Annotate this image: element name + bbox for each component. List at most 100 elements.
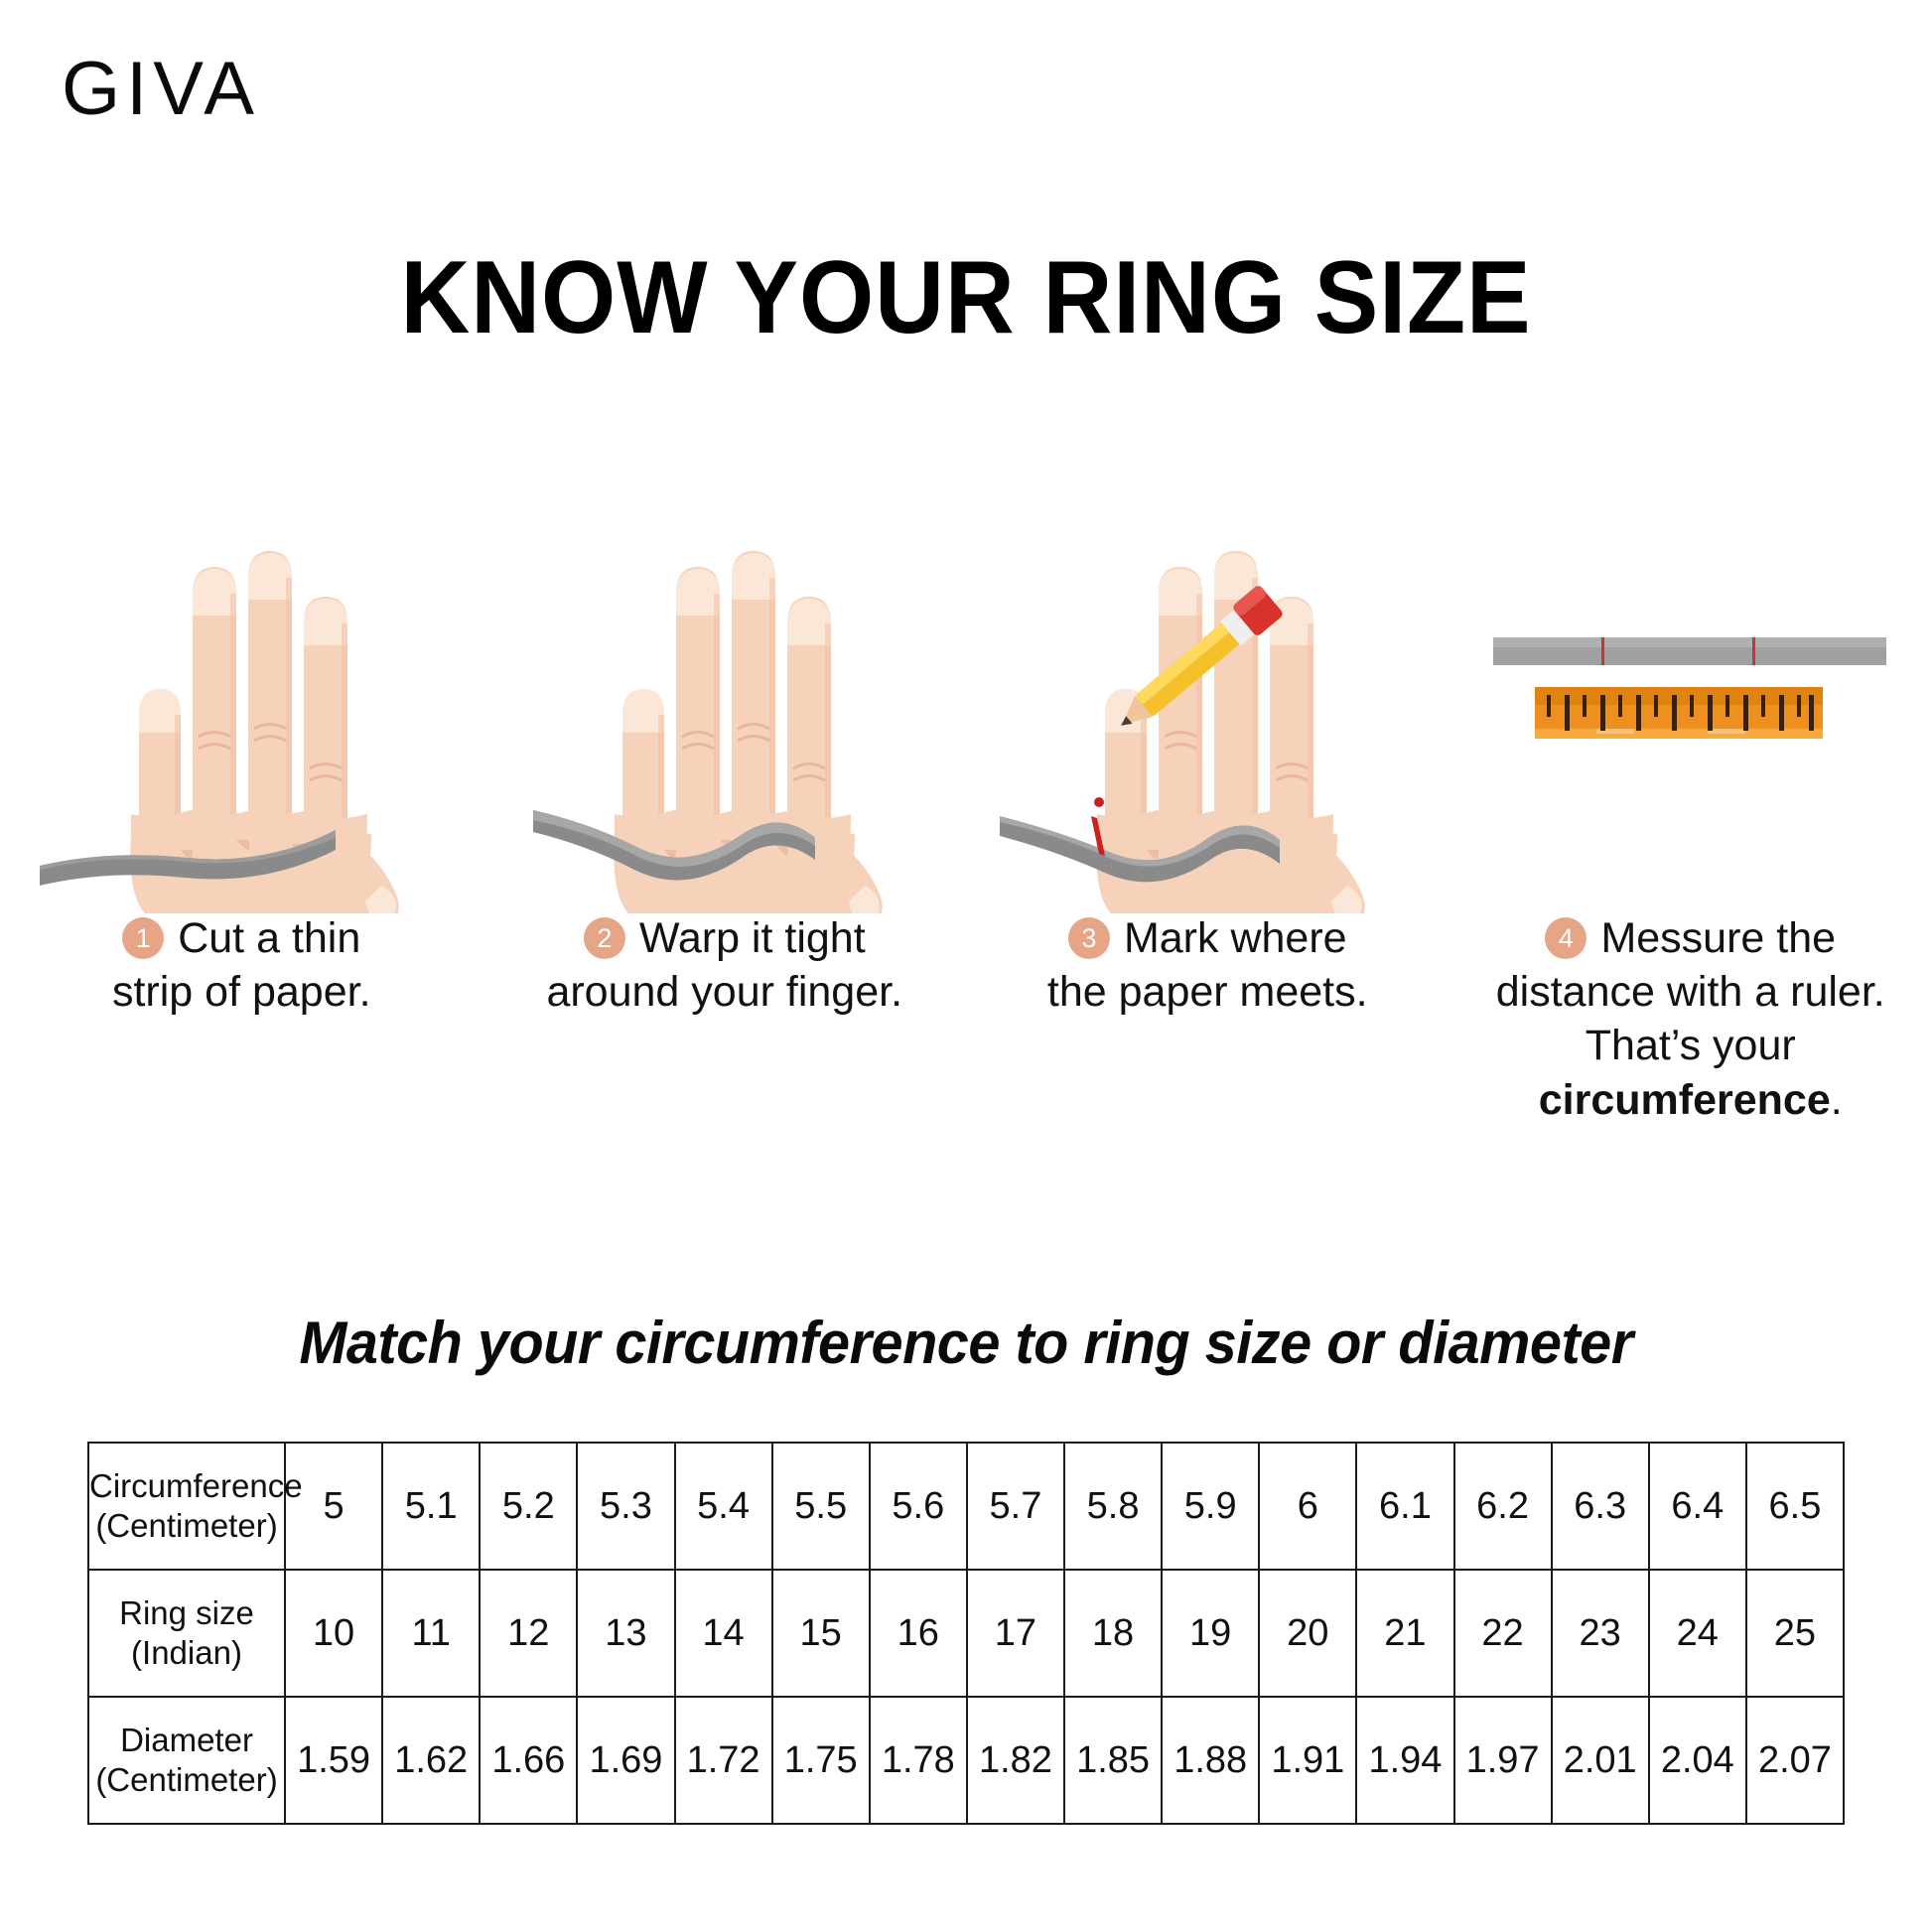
table-cell: 15 bbox=[770, 1569, 871, 1698]
step-4-badge: 4 bbox=[1545, 917, 1587, 959]
table-cell: 6.5 bbox=[1744, 1442, 1846, 1571]
step-2-badge: 2 bbox=[583, 917, 625, 959]
table-cell: 6.4 bbox=[1647, 1442, 1747, 1571]
table-cell: 21 bbox=[1355, 1569, 1455, 1698]
table-cell: 6.1 bbox=[1355, 1442, 1455, 1571]
table-cell: 5.5 bbox=[770, 1442, 871, 1571]
step-4: 4 Messure the distance with a ruler. That… bbox=[1449, 516, 1932, 1152]
table-cell: 2.07 bbox=[1744, 1696, 1846, 1825]
step-3-caption: 3 Mark where the paper meets. bbox=[966, 911, 1449, 1019]
table-row: Circumference (Centimeter) 5 5.1 5.2 5.3 5.4 5.… bbox=[87, 1442, 1846, 1571]
table-cell: 1.97 bbox=[1452, 1696, 1553, 1825]
ruler-icon bbox=[1534, 687, 1823, 739]
step-4-line3-emphasis: circumference bbox=[1538, 1075, 1831, 1124]
table-cell: 24 bbox=[1647, 1569, 1747, 1698]
hand-with-pencil-icon bbox=[1000, 551, 1365, 913]
step-1-illustration bbox=[0, 516, 483, 913]
row-label-line1: Ring size bbox=[119, 1594, 254, 1632]
size-table-container: Circumference (Centimeter) 5 5.1 5.2 5.3 5.4 5.… bbox=[87, 1442, 1846, 1825]
hand-wrapping-strip-icon bbox=[532, 551, 883, 913]
brand-logo: GIVA bbox=[62, 47, 260, 131]
step-3-line2: the paper meets. bbox=[1046, 968, 1368, 1017]
step-1-line1: Cut a thin bbox=[178, 914, 361, 962]
table-row: Diameter (Centimeter) 1.59 1.62 1.66 1.69 1.72… bbox=[87, 1696, 1846, 1825]
step-4-line3: That’s your circumference. bbox=[1463, 1019, 1919, 1126]
table-cell: 1.82 bbox=[965, 1696, 1066, 1825]
table-cell: 20 bbox=[1258, 1569, 1358, 1698]
table-cell: 11 bbox=[381, 1569, 482, 1698]
table-cell: 14 bbox=[673, 1569, 773, 1698]
table-row: Ring size (Indian) 10 11 12 13 14 15 16 17 18 19 20 2… bbox=[87, 1569, 1846, 1698]
step-4-illustration bbox=[1449, 516, 1932, 913]
table-cell: 5.3 bbox=[576, 1442, 676, 1571]
table-cell: 6.3 bbox=[1550, 1442, 1650, 1571]
ring-size-table: Circumference (Centimeter) 5 5.1 5.2 5.3 5.4 5.… bbox=[87, 1442, 1846, 1825]
row-label-line2: (Centimeter) bbox=[95, 1507, 278, 1544]
page-title: KNOW YOUR RING SIZE bbox=[400, 240, 1532, 355]
step-4-line3-post: . bbox=[1830, 1075, 1843, 1124]
table-cell: 5.2 bbox=[479, 1442, 579, 1571]
table-cell: 6.2 bbox=[1452, 1442, 1553, 1571]
step-1-badge: 1 bbox=[122, 917, 165, 959]
row-label-2: Ring size (Indian) bbox=[87, 1569, 286, 1698]
row-label-3: Diameter (Centimeter) bbox=[87, 1696, 286, 1825]
table-cell: 1.91 bbox=[1258, 1696, 1358, 1825]
step-1-line2: strip of paper. bbox=[111, 968, 371, 1017]
table-cell: 12 bbox=[479, 1569, 579, 1698]
step-4-line2: distance with a ruler. bbox=[1495, 968, 1885, 1017]
table-cell: 2.01 bbox=[1550, 1696, 1650, 1825]
table-cell: 10 bbox=[283, 1569, 384, 1698]
step-2-line1: Warp it tight bbox=[638, 914, 866, 962]
step-2: 2 Warp it tight around your finger. bbox=[483, 516, 967, 1152]
table-cell: 5.4 bbox=[673, 1442, 773, 1571]
steps-row: 1 Cut a thin strip of paper. bbox=[0, 516, 1932, 1152]
table-cell: 2.04 bbox=[1647, 1696, 1747, 1825]
step-4-caption: 4 Messure the distance with a ruler. That… bbox=[1449, 911, 1932, 1127]
row-label-line2: (Centimeter) bbox=[95, 1761, 278, 1798]
row-label-line2: (Indian) bbox=[131, 1634, 242, 1671]
table-cell: 16 bbox=[868, 1569, 968, 1698]
step-3-badge: 3 bbox=[1067, 917, 1110, 959]
step-1-caption: 1 Cut a thin strip of paper. bbox=[0, 911, 483, 1019]
step-2-line2: around your finger. bbox=[546, 968, 903, 1017]
table-cell: 5.8 bbox=[1062, 1442, 1164, 1571]
step-2-caption: 2 Warp it tight around your finger. bbox=[483, 911, 967, 1019]
step-3-line1: Mark where bbox=[1123, 914, 1347, 962]
size-table-body: Circumference (Centimeter) 5 5.1 5.2 5.3 5.4 5.… bbox=[87, 1442, 1846, 1825]
table-cell: 1.78 bbox=[868, 1696, 968, 1825]
step-4-line3-pre: That’s your bbox=[1585, 1022, 1796, 1070]
table-cell: 13 bbox=[576, 1569, 676, 1698]
table-cell: 25 bbox=[1744, 1569, 1846, 1698]
table-cell: 6 bbox=[1258, 1442, 1358, 1571]
table-cell: 5.9 bbox=[1161, 1442, 1261, 1571]
table-cell: 5.7 bbox=[965, 1442, 1066, 1571]
table-heading: Match your circumference to ring size or… bbox=[299, 1310, 1633, 1376]
ruler-with-strip-icon bbox=[1492, 637, 1886, 739]
step-3-illustration bbox=[966, 516, 1449, 913]
table-cell: 22 bbox=[1452, 1569, 1553, 1698]
step-4-line1: Messure the bbox=[1600, 914, 1837, 962]
row-label-1: Circumference (Centimeter) bbox=[87, 1442, 303, 1571]
table-cell: 19 bbox=[1161, 1569, 1261, 1698]
step-3: 3 Mark where the paper meets. bbox=[966, 516, 1449, 1152]
row-label-line1: Diameter bbox=[120, 1722, 253, 1759]
table-cell: 1.69 bbox=[576, 1696, 676, 1825]
row-label-line1: Circumference bbox=[89, 1467, 303, 1505]
table-cell: 5.6 bbox=[868, 1442, 968, 1571]
table-cell: 1.59 bbox=[283, 1696, 384, 1825]
table-cell: 1.75 bbox=[770, 1696, 871, 1825]
table-cell: 5 bbox=[283, 1442, 384, 1571]
table-cell: 1.94 bbox=[1355, 1696, 1455, 1825]
table-cell: 1.66 bbox=[479, 1696, 579, 1825]
table-cell: 18 bbox=[1062, 1569, 1164, 1698]
hand-with-paper-strip-icon bbox=[40, 551, 399, 913]
table-cell: 5.1 bbox=[381, 1442, 482, 1571]
step-1: 1 Cut a thin strip of paper. bbox=[0, 516, 483, 1152]
table-cell: 1.72 bbox=[673, 1696, 773, 1825]
step-2-illustration bbox=[483, 516, 967, 913]
table-cell: 1.85 bbox=[1062, 1696, 1164, 1825]
paper-strip-icon bbox=[1492, 637, 1886, 665]
table-cell: 1.62 bbox=[381, 1696, 482, 1825]
table-cell: 23 bbox=[1550, 1569, 1650, 1698]
table-cell: 17 bbox=[965, 1569, 1066, 1698]
